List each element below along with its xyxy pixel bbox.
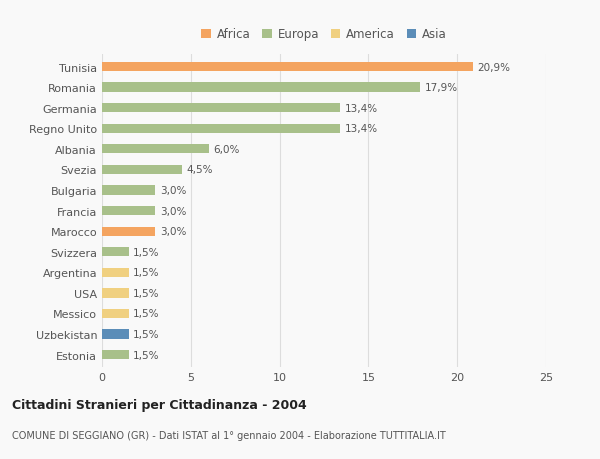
Bar — [102, 350, 128, 359]
Bar — [102, 165, 182, 175]
Text: 17,9%: 17,9% — [424, 83, 457, 93]
Text: Cittadini Stranieri per Cittadinanza - 2004: Cittadini Stranieri per Cittadinanza - 2… — [12, 398, 307, 412]
Bar — [102, 268, 128, 277]
Bar — [102, 227, 155, 236]
Text: 1,5%: 1,5% — [133, 350, 160, 360]
Bar — [102, 186, 155, 195]
Bar — [102, 289, 128, 298]
Bar — [102, 247, 128, 257]
Text: 6,0%: 6,0% — [213, 145, 239, 155]
Legend: Africa, Europa, America, Asia: Africa, Europa, America, Asia — [197, 23, 452, 46]
Text: 1,5%: 1,5% — [133, 309, 160, 319]
Text: 3,0%: 3,0% — [160, 185, 186, 196]
Bar — [102, 207, 155, 216]
Bar — [102, 330, 128, 339]
Text: 1,5%: 1,5% — [133, 330, 160, 339]
Bar — [102, 84, 420, 93]
Text: COMUNE DI SEGGIANO (GR) - Dati ISTAT al 1° gennaio 2004 - Elaborazione TUTTITALI: COMUNE DI SEGGIANO (GR) - Dati ISTAT al … — [12, 431, 446, 440]
Text: 1,5%: 1,5% — [133, 288, 160, 298]
Bar — [102, 104, 340, 113]
Text: 13,4%: 13,4% — [344, 103, 377, 113]
Text: 1,5%: 1,5% — [133, 268, 160, 278]
Text: 4,5%: 4,5% — [187, 165, 213, 175]
Bar — [102, 309, 128, 319]
Text: 3,0%: 3,0% — [160, 206, 186, 216]
Text: 13,4%: 13,4% — [344, 124, 377, 134]
Text: 3,0%: 3,0% — [160, 227, 186, 237]
Text: 20,9%: 20,9% — [478, 62, 511, 73]
Bar — [102, 124, 340, 134]
Bar — [102, 63, 473, 72]
Text: 1,5%: 1,5% — [133, 247, 160, 257]
Bar — [102, 145, 209, 154]
